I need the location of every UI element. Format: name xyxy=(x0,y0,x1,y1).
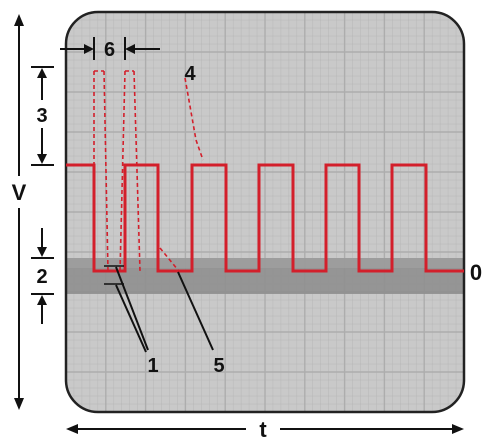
overshoot-guide xyxy=(184,77,204,161)
transition-time-guides xyxy=(93,70,204,272)
callout-2: 2 xyxy=(36,266,47,288)
callout-3: 3 xyxy=(36,105,47,127)
leader-1a xyxy=(115,266,149,351)
time-axis xyxy=(66,424,464,434)
callout-4: 4 xyxy=(184,63,196,85)
time-axis-label: t xyxy=(259,417,267,441)
dimension-6 xyxy=(60,37,160,60)
noise-band-light-edge xyxy=(66,258,464,268)
voltage-axis-label: V xyxy=(12,180,27,205)
callout-6: 6 xyxy=(104,39,115,61)
zero-level-label: 0 xyxy=(470,260,482,285)
dimension-2 xyxy=(31,228,54,324)
callout-leaders xyxy=(115,266,214,353)
callout-5: 5 xyxy=(213,355,224,377)
oscilloscope-screen xyxy=(64,10,466,414)
leader-5 xyxy=(177,271,214,351)
rising-edge-guide xyxy=(119,70,126,272)
square-wave-signal xyxy=(66,163,464,273)
leader-1b xyxy=(115,284,147,353)
voltage-axis xyxy=(14,14,24,410)
callout-1: 1 xyxy=(147,355,158,377)
falling-edge-guide-right xyxy=(103,70,109,272)
ringing-guide xyxy=(159,247,179,271)
dimension-3 xyxy=(31,66,54,166)
level-markers xyxy=(104,265,124,285)
rising-edge-guide-right xyxy=(133,70,141,272)
screen-frame xyxy=(64,10,466,414)
